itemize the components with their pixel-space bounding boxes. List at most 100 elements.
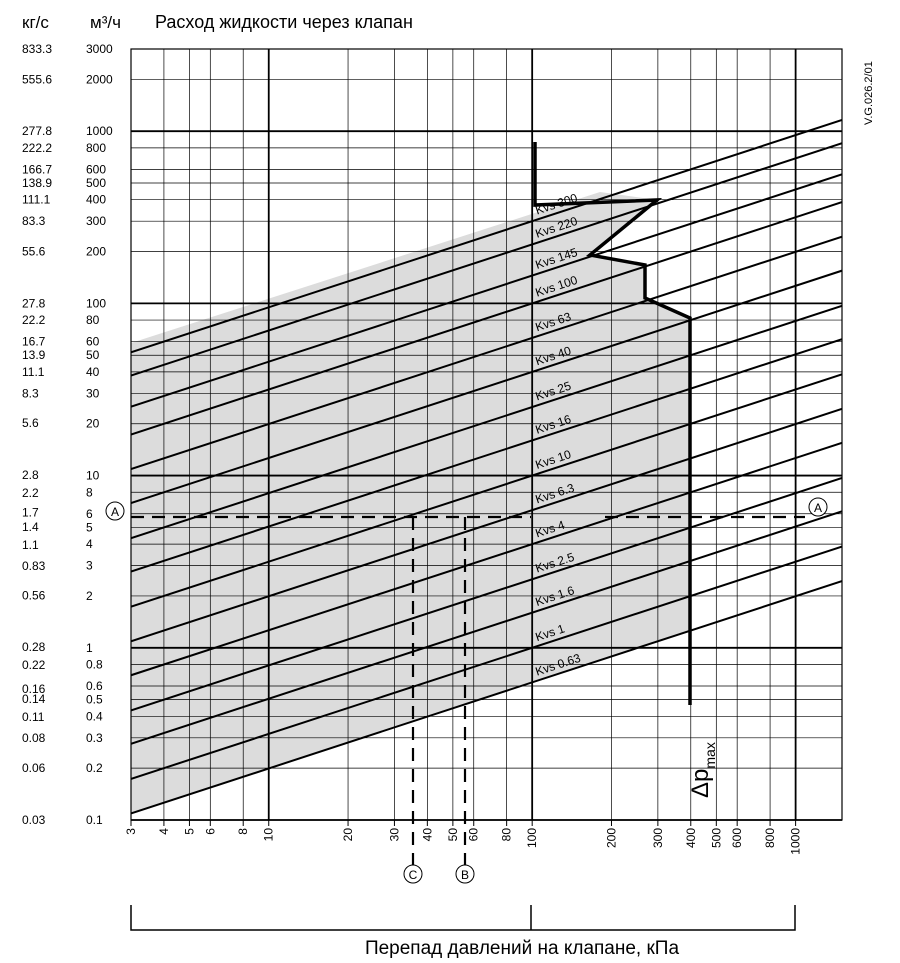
x-tick-label: 30 — [387, 828, 401, 842]
y2-tick-label: 0.08 — [22, 731, 46, 745]
x-tick-label: 8 — [236, 828, 250, 835]
y-tick-label: 0.3 — [86, 731, 103, 745]
y2-tick-label: 0.03 — [22, 813, 46, 827]
y2-tick-label: 1.1 — [22, 538, 39, 552]
kvs-line — [131, 477, 842, 712]
y2-tick-label: 5.6 — [22, 416, 39, 430]
y-tick-label: 0.1 — [86, 813, 103, 827]
y-tick-label: 3000 — [86, 42, 113, 56]
y2-tick-label: 0.14 — [22, 692, 46, 706]
y-tick-label: 1000 — [86, 124, 113, 138]
x-tick-label: 200 — [604, 828, 618, 848]
y-tick-label: 40 — [86, 365, 100, 379]
x-tick-label: 10 — [262, 828, 276, 842]
y2-tick-label: 2.8 — [22, 468, 39, 482]
x-tick-label: 50 — [446, 828, 460, 842]
kvs-line — [131, 580, 842, 815]
y2-tick-label: 22.2 — [22, 313, 46, 327]
kvs-line — [131, 118, 842, 354]
y2-tick-label: 13.9 — [22, 348, 46, 362]
dp-max-label: Δpmax — [687, 742, 718, 798]
marker-label: A — [111, 505, 119, 519]
y-tick-label: 1 — [86, 641, 93, 655]
dp-subscript: max — [702, 742, 718, 768]
chart-title: Расход жидкости через клапан — [155, 12, 413, 32]
kvs-line — [131, 510, 842, 745]
y-tick-label: 800 — [86, 141, 106, 155]
y2-tick-label: 16.7 — [22, 334, 46, 348]
y2-tick-label: 0.16 — [22, 682, 46, 696]
y2-tick-label: 222.2 — [22, 141, 52, 155]
x-tick-label: 80 — [500, 828, 514, 842]
kvs-line — [131, 142, 842, 377]
y2-tick-label: 55.6 — [22, 244, 46, 258]
kvs-line — [131, 338, 842, 573]
y-tick-label: 30 — [86, 386, 100, 400]
y2-tick-label: 0.11 — [22, 710, 45, 724]
y-tick-label: 4 — [86, 537, 93, 551]
y2-tick-label: 555.6 — [22, 72, 52, 86]
y2-tick-label: 27.8 — [22, 296, 46, 310]
y-tick-label: 200 — [86, 245, 106, 259]
y-tick-label: 600 — [86, 162, 106, 176]
y2-tick-label: 833.3 — [22, 42, 52, 56]
marker-label: A — [814, 501, 822, 515]
y-tick-label: 50 — [86, 348, 100, 362]
x-tick-label: 1000 — [789, 828, 803, 855]
x-tick-label: 100 — [525, 828, 539, 848]
y-tick-label: 500 — [86, 176, 106, 190]
y2-tick-label: 277.8 — [22, 124, 52, 138]
y-tick-label: 0.8 — [86, 657, 103, 671]
y2-tick-label: 8.3 — [22, 387, 39, 401]
y2-tick-label: 0.83 — [22, 559, 46, 573]
kvs-line — [131, 235, 842, 471]
kvs-line — [131, 373, 842, 608]
y-tick-label: 0.5 — [86, 693, 103, 707]
y-tick-label: 2 — [86, 589, 93, 603]
y-tick-label: 80 — [86, 313, 100, 327]
y-tick-label: 6 — [86, 507, 93, 521]
y2-tick-label: 0.22 — [22, 658, 46, 672]
dp-max-line — [533, 142, 692, 705]
x-tick-label: 300 — [651, 828, 665, 848]
x-tick-label: 400 — [684, 828, 698, 848]
y2-tick-label: 166.7 — [22, 162, 52, 176]
kvs-line — [131, 173, 842, 408]
x-tick-label: 6 — [203, 828, 217, 835]
x-tick-label: 3 — [124, 828, 138, 835]
x-tick-label: 800 — [763, 828, 777, 848]
y-tick-label: 0.2 — [86, 761, 103, 775]
x-tick-label: 5 — [182, 828, 196, 835]
x-tick-label: 600 — [730, 828, 744, 848]
marker-label: C — [409, 868, 418, 882]
y2-tick-label: 0.06 — [22, 761, 46, 775]
y-tick-label: 60 — [86, 335, 100, 349]
x-tick-label: 4 — [157, 828, 171, 835]
x-tick-label: 40 — [420, 828, 434, 842]
y-tick-label: 5 — [86, 520, 93, 534]
y-tick-label: 400 — [86, 193, 106, 207]
kvs-line — [131, 269, 842, 504]
kvs-line — [131, 201, 842, 436]
x-bracket — [130, 905, 796, 931]
y-tick-label: 0.6 — [86, 679, 103, 693]
y2-tick-label: 111.1 — [22, 193, 51, 207]
operating-area — [131, 192, 690, 813]
y-tick-label: 0.4 — [86, 709, 103, 723]
kvs-line — [131, 441, 842, 677]
kvs-line — [131, 407, 842, 643]
drawing-code: V.G.026.2/01 — [863, 61, 875, 125]
y-tick-label: 2000 — [86, 72, 113, 86]
x-axis-title: Перепад давлений на клапане, кПа — [365, 938, 679, 959]
y-tick-label: 20 — [86, 417, 100, 431]
kvs-lines — [131, 118, 842, 815]
y2-tick-label: 1.7 — [22, 505, 39, 519]
y2-tick-label: 0.28 — [22, 640, 46, 654]
marker-label: B — [461, 868, 469, 882]
plot: 0.10.20.30.40.50.60.81234568102030405060… — [22, 42, 843, 855]
y-tick-label: 3 — [86, 559, 93, 573]
y2-axis-title: кг/с — [22, 13, 49, 32]
y-tick-label: 10 — [86, 469, 100, 483]
y2-tick-label: 11.1 — [22, 365, 45, 379]
